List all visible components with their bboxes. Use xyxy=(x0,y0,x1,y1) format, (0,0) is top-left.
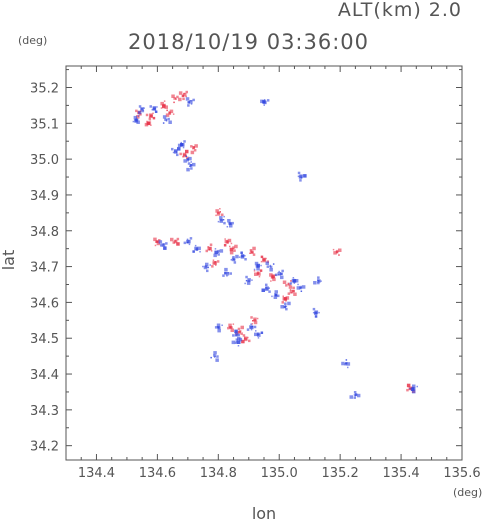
x-tick-label: 134.4 xyxy=(78,466,115,481)
negative-echo-point xyxy=(230,254,239,264)
x-tick-label: 134.8 xyxy=(200,466,237,481)
positive-echo-point xyxy=(332,248,342,256)
negative-echo-point xyxy=(271,290,280,299)
x-tick-label: 134.6 xyxy=(139,466,176,481)
negative-echo-point xyxy=(202,262,211,273)
positive-echo-point xyxy=(165,109,175,117)
negative-echo-point xyxy=(238,251,247,261)
positive-echo-point xyxy=(282,280,293,289)
altitude-label: ALT(km) 2.0 xyxy=(338,0,462,21)
negative-echo-point xyxy=(192,244,201,253)
y-tick-label: 35.0 xyxy=(30,153,59,168)
negative-echo-point xyxy=(226,219,234,228)
positive-echo-point xyxy=(281,295,290,304)
negative-echo-point xyxy=(222,267,232,277)
y-tick-labels: 34.2 34.3 34.4 34.5 34.6 34.7 34.8 34.9 35.0 35.1… xyxy=(30,81,59,454)
negative-echo-point xyxy=(158,240,168,250)
negative-echo-point xyxy=(341,359,351,369)
negative-echo-point xyxy=(183,237,193,246)
y-axis-label: lat xyxy=(0,250,18,271)
datetime-title: 2018/10/19 03:36:00 xyxy=(128,30,369,54)
y-tick-label: 34.4 xyxy=(30,368,59,383)
negative-echo-point xyxy=(253,261,262,271)
positive-echo-point xyxy=(171,94,182,104)
positive-echo-point xyxy=(250,316,259,325)
negative-echo-point xyxy=(137,105,145,115)
negative-echo-point xyxy=(254,330,264,339)
negative-echo-point xyxy=(280,301,291,311)
negative-echo-point xyxy=(214,323,223,333)
positive-echo-point xyxy=(160,100,168,109)
negative-echo-point xyxy=(231,337,243,347)
axis-ticks xyxy=(65,66,463,460)
negative-echo-point xyxy=(186,162,196,172)
y-tick-label: 34.8 xyxy=(30,225,59,240)
x-tick-label: 135.2 xyxy=(322,466,359,481)
positive-echo-point xyxy=(249,246,256,256)
positive-echo-point xyxy=(145,112,156,120)
y-tick-label: 34.7 xyxy=(30,261,59,276)
negative-echo-point xyxy=(265,261,275,272)
y-tick-label: 35.1 xyxy=(30,117,59,132)
y-tick-label: 34.5 xyxy=(30,332,59,347)
echo-marks xyxy=(132,90,418,399)
negative-echo-point xyxy=(217,215,226,225)
positive-echo-point xyxy=(144,118,152,127)
x-unit-label: (deg) xyxy=(453,486,482,499)
positive-echo-point xyxy=(229,244,238,255)
y-tick-label: 34.3 xyxy=(30,404,59,419)
negative-echo-point xyxy=(409,384,418,394)
x-tick-label: 135.4 xyxy=(382,466,419,481)
x-axis-label: lon xyxy=(252,504,276,521)
negative-echo-point xyxy=(132,115,140,124)
negative-echo-point xyxy=(313,276,322,285)
y-tick-label: 34.9 xyxy=(30,189,59,204)
positive-echo-point xyxy=(227,323,235,332)
positive-echo-point xyxy=(190,144,198,155)
negative-echo-point xyxy=(162,115,172,124)
x-tick-label: 135.0 xyxy=(261,466,298,481)
negative-echo-point xyxy=(244,275,253,285)
positive-echo-point xyxy=(179,149,189,159)
negative-echo-point xyxy=(297,171,307,182)
negative-echo-point xyxy=(185,97,195,107)
positive-echo-point xyxy=(253,269,263,278)
y-tick-label: 34.2 xyxy=(30,440,59,455)
positive-echo-point xyxy=(178,90,188,101)
negative-echo-point xyxy=(149,105,158,113)
negative-echo-point xyxy=(171,147,181,157)
negative-echo-point xyxy=(349,391,361,399)
negative-echo-point xyxy=(261,283,271,293)
negative-echo-point xyxy=(177,140,186,149)
negative-echo-point xyxy=(296,283,306,292)
negative-echo-point xyxy=(260,99,270,106)
y-unit-label: (deg) xyxy=(18,34,47,47)
y-tick-label: 34.6 xyxy=(30,296,59,311)
positive-echo-point xyxy=(287,286,297,296)
negative-echo-point xyxy=(312,307,320,318)
y-tick-label: 35.2 xyxy=(30,81,59,96)
x-tick-labels: 134.4 134.6 134.8 135.0 135.2 135.4 135.6 xyxy=(78,466,481,481)
negative-echo-point xyxy=(210,351,219,362)
positive-echo-point xyxy=(241,334,251,344)
positive-echo-point xyxy=(211,259,220,268)
positive-echo-point xyxy=(223,238,233,247)
negative-echo-point xyxy=(183,155,192,163)
negative-echo-point xyxy=(213,248,224,258)
plot-frame xyxy=(65,65,463,461)
negative-echo-point xyxy=(289,277,299,285)
positive-echo-point xyxy=(170,237,180,246)
negative-echo-point xyxy=(274,269,284,280)
x-tick-label: 135.6 xyxy=(443,466,480,481)
positive-echo-point xyxy=(215,208,224,217)
negative-echo-point xyxy=(246,323,257,331)
positive-echo-point xyxy=(205,243,213,253)
